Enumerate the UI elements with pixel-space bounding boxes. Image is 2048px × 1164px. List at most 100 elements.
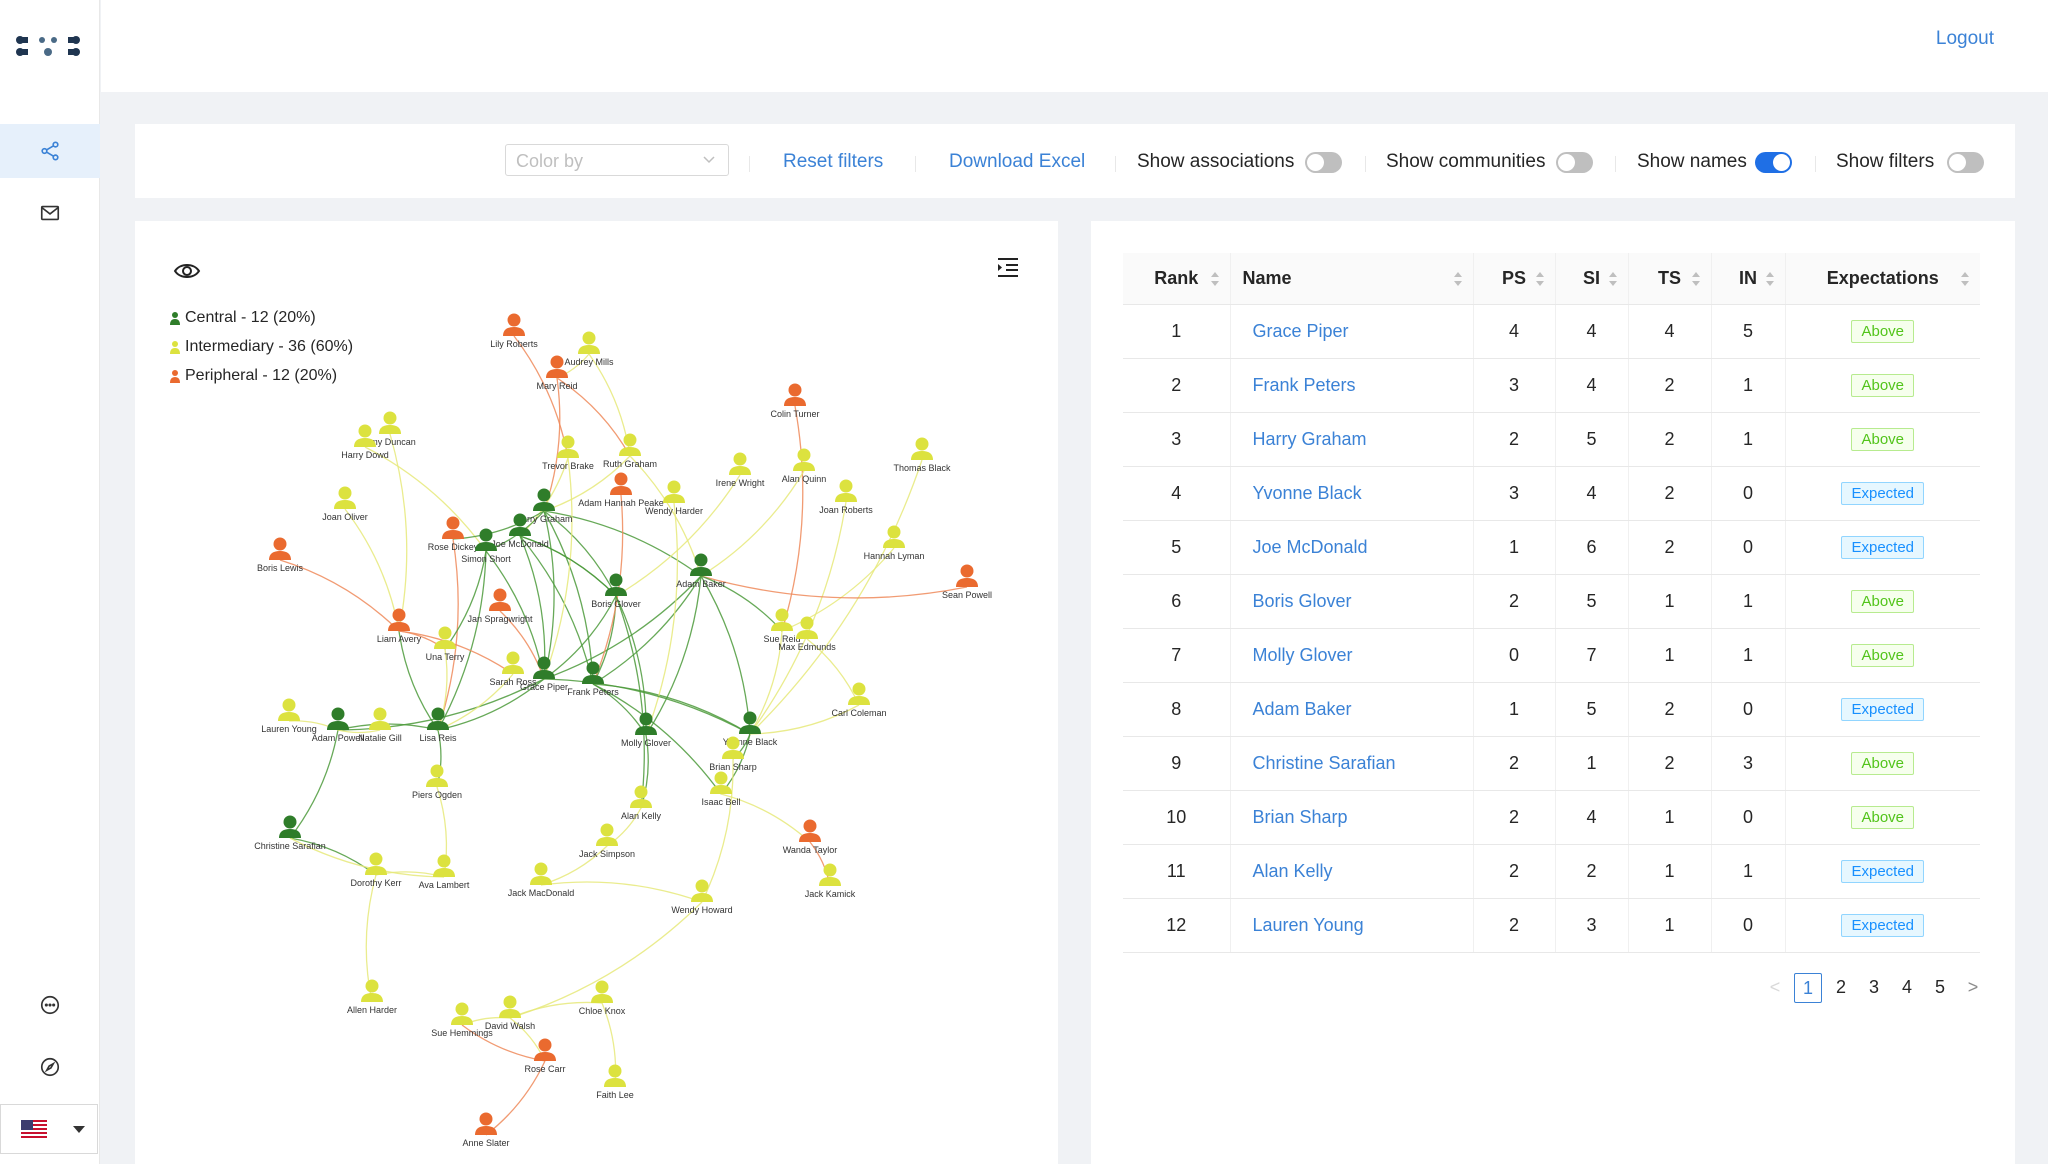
graph-node[interactable]: Jan Spragwright — [467, 588, 533, 625]
nav-messages[interactable] — [0, 186, 100, 240]
graph-node[interactable]: Molly Glover — [621, 712, 671, 749]
next-page-button[interactable]: > — [1967, 977, 1979, 997]
page-5-button[interactable]: 5 — [1934, 977, 1945, 997]
graph-node[interactable]: Sarah Ross — [489, 651, 537, 688]
graph-node[interactable]: Audrey Mills — [564, 331, 614, 368]
graph-node[interactable]: Natalie Gill — [358, 707, 402, 744]
nav-explore[interactable] — [0, 1040, 100, 1094]
column-header-ps[interactable]: PS — [1473, 253, 1556, 305]
graph-node[interactable]: Max Edmunds — [778, 616, 836, 653]
graph-node[interactable]: Colin Turner — [770, 383, 820, 420]
graph-node[interactable]: Sean Powell — [942, 564, 992, 601]
person-name-link[interactable]: Adam Baker — [1230, 682, 1474, 737]
graph-node[interactable]: Sue Hemmings — [431, 1002, 493, 1039]
graph-node[interactable]: Ava Lambert — [419, 854, 470, 891]
show-associations-toggle[interactable] — [1305, 152, 1342, 173]
column-header-ts[interactable]: TS — [1628, 253, 1712, 305]
graph-node[interactable]: Simon Short — [461, 528, 511, 565]
graph-node[interactable]: Sue Reid — [763, 608, 801, 645]
logout-link[interactable]: Logout — [1935, 28, 1994, 49]
column-header-si[interactable]: SI — [1555, 253, 1629, 305]
graph-node[interactable]: Piers Ogden — [412, 764, 462, 801]
reset-filters-link[interactable]: Reset filters — [783, 151, 884, 172]
show-filters-toggle[interactable] — [1947, 152, 1984, 173]
graph-node[interactable]: Adam Baker — [676, 553, 726, 590]
person-name-link[interactable]: Frank Peters — [1230, 358, 1474, 413]
graph-node[interactable]: Trevor Brake — [542, 435, 594, 472]
graph-node[interactable]: Jack Kamick — [805, 863, 856, 900]
graph-node[interactable]: Amy Duncan — [364, 411, 416, 448]
graph-node[interactable]: Boris Glover — [591, 573, 641, 610]
color-by-select[interactable]: Color by — [505, 144, 729, 176]
graph-node[interactable]: Anne Slater — [462, 1112, 510, 1149]
person-name-link[interactable]: Boris Glover — [1230, 574, 1474, 629]
legend-peripheral[interactable]: Peripheral - 12 (20%) — [169, 361, 353, 390]
graph-node[interactable]: Rose Dickey — [428, 516, 479, 553]
graph-node[interactable]: Harry Dowd — [341, 424, 389, 461]
graph-node[interactable]: Rose Carr — [524, 1038, 566, 1075]
person-name-link[interactable]: Harry Graham — [1230, 412, 1474, 467]
graph-node[interactable]: Alan Quinn — [782, 448, 827, 485]
graph-node[interactable]: Lily Roberts — [490, 313, 538, 350]
graph-node[interactable]: Harry Graham — [515, 488, 573, 525]
graph-node[interactable]: Carl Coleman — [831, 682, 887, 719]
graph-node[interactable]: Yvonne Black — [723, 711, 778, 748]
graph-node[interactable]: David Walsh — [485, 995, 535, 1032]
graph-node[interactable]: Boris Lewis — [257, 537, 304, 574]
nav-chat[interactable] — [0, 978, 100, 1032]
column-header-in[interactable]: IN — [1711, 253, 1786, 305]
person-name-link[interactable]: Yvonne Black — [1230, 466, 1474, 521]
prev-page-button[interactable]: < — [1769, 977, 1781, 997]
graph-node[interactable]: Jack MacDonald — [508, 862, 575, 899]
graph-node[interactable]: Wendy Howard — [671, 879, 733, 916]
graph-node[interactable]: Brian Sharp — [709, 736, 757, 773]
person-name-link[interactable]: Alan Kelly — [1230, 844, 1474, 899]
graph-node[interactable]: Jack Simpson — [579, 823, 635, 860]
column-header-rank[interactable]: Rank — [1123, 253, 1231, 305]
graph-node[interactable]: Grace Piper — [520, 656, 568, 693]
graph-node[interactable]: Thomas Black — [893, 437, 951, 474]
network-graph[interactable]: Lily Roberts Audrey Mills Mary Reid Colin T… — [135, 221, 1058, 1164]
graph-node[interactable]: Mary Reid — [536, 355, 578, 392]
page-2-button[interactable]: 2 — [1835, 977, 1846, 997]
graph-node[interactable]: Adam Hannah Peake — [578, 472, 664, 509]
graph-node[interactable]: Ruth Graham — [603, 433, 657, 470]
graph-node[interactable]: Una Terry — [426, 626, 465, 663]
person-name-link[interactable]: Joe McDonald — [1230, 520, 1474, 575]
app-logo[interactable] — [14, 34, 82, 58]
graph-node[interactable]: Christine Sarafian — [254, 815, 326, 852]
graph-node[interactable]: Dorothy Kerr — [350, 852, 402, 889]
graph-node[interactable]: Lauren Young — [261, 698, 317, 735]
graph-node[interactable]: Allen Harder — [347, 979, 397, 1016]
legend-intermediary[interactable]: Intermediary - 36 (60%) — [169, 332, 353, 361]
person-name-link[interactable]: Christine Sarafian — [1230, 736, 1474, 791]
menu-indent-icon[interactable] — [996, 256, 1020, 278]
person-name-link[interactable]: Lauren Young — [1230, 898, 1474, 953]
column-header-name[interactable]: Name — [1230, 253, 1474, 305]
page-4-button[interactable]: 4 — [1901, 977, 1912, 997]
graph-node[interactable]: Joe McDonald — [491, 513, 549, 550]
page-3-button[interactable]: 3 — [1868, 977, 1879, 997]
graph-node[interactable]: Irene Wright — [716, 452, 765, 489]
graph-node[interactable]: Lisa Reis — [419, 707, 457, 744]
graph-node[interactable]: Joan Oliver — [322, 486, 368, 523]
download-excel-link[interactable]: Download Excel — [949, 151, 1086, 172]
person-name-link[interactable]: Brian Sharp — [1230, 790, 1474, 845]
legend-central[interactable]: Central - 12 (20%) — [169, 303, 353, 332]
graph-node[interactable]: Wendy Harder — [645, 480, 703, 517]
language-selector[interactable] — [0, 1104, 98, 1154]
graph-node[interactable]: Joan Roberts — [819, 479, 873, 516]
person-name-link[interactable]: Molly Glover — [1230, 628, 1474, 683]
show-names-toggle[interactable] — [1755, 152, 1792, 173]
person-name-link[interactable]: Grace Piper — [1230, 304, 1474, 359]
page-1-button[interactable]: 1 — [1794, 973, 1822, 1003]
nav-network[interactable] — [0, 124, 100, 178]
graph-node[interactable]: Wanda Taylor — [783, 819, 838, 856]
graph-node[interactable]: Frank Peters — [567, 661, 619, 698]
column-header-expectations[interactable]: Expectations — [1785, 253, 1980, 305]
graph-node[interactable]: Hannah Lyman — [864, 525, 925, 562]
graph-node[interactable]: Isaac Bell — [701, 771, 741, 808]
graph-node[interactable]: Chloe Knox — [579, 980, 626, 1017]
graph-node[interactable]: Alan Kelly — [621, 785, 662, 822]
show-communities-toggle[interactable] — [1556, 152, 1593, 173]
